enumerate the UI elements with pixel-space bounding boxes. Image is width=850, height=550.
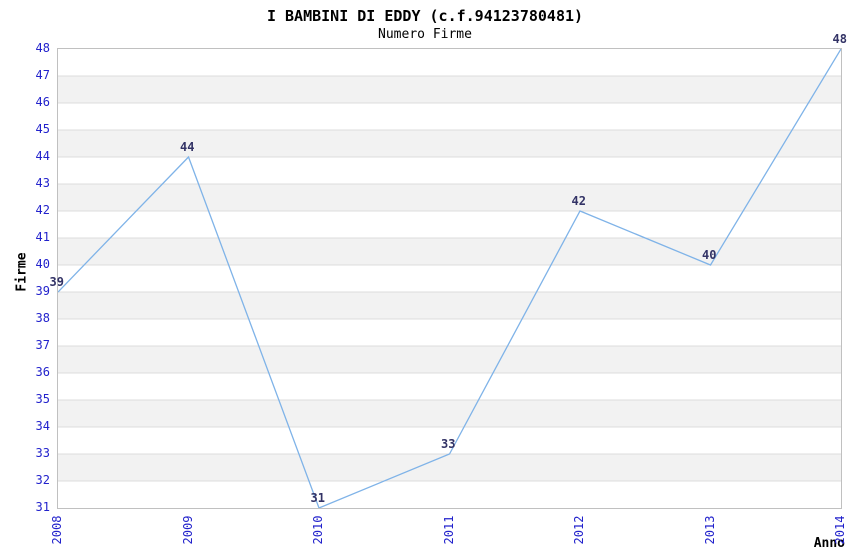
plot-band: [58, 238, 841, 265]
y-tick-label: 43: [35, 176, 50, 190]
line-series-svg: [58, 49, 841, 508]
x-axis-title: Anno: [813, 536, 845, 550]
x-tick-label: 2013: [702, 515, 717, 545]
point-value-label: 31: [310, 491, 325, 505]
point-value-label: 39: [49, 275, 64, 289]
plot-band: [58, 265, 841, 292]
point-value-label: 40: [702, 248, 717, 262]
x-tick-label: 2012: [572, 515, 586, 545]
y-tick-label: 31: [35, 500, 50, 514]
y-tick-label: 46: [35, 95, 50, 109]
plot-band: [58, 454, 841, 481]
y-tick-label: 47: [35, 68, 50, 82]
plot-band: [58, 319, 841, 346]
x-tick-label: 2010: [311, 515, 325, 545]
point-value-label: 44: [180, 140, 195, 154]
chart-title: I BAMBINI DI EDDY (c.f.94123780481): [266, 7, 584, 25]
y-tick-label: 41: [35, 230, 50, 244]
chart-subtitle: Numero Firme: [378, 27, 472, 42]
y-tick-label: 48: [35, 41, 50, 55]
plot-band: [58, 481, 841, 508]
y-tick-label: 36: [35, 365, 50, 379]
plot-band: [58, 130, 841, 157]
x-tick-label: 2011: [441, 515, 456, 545]
y-tick-label: 34: [35, 419, 50, 433]
x-tick-label: 2014: [833, 515, 847, 545]
plot-band: [58, 400, 841, 427]
point-value-label: 42: [571, 194, 586, 208]
plot-band: [58, 211, 841, 238]
plot-band: [58, 373, 841, 400]
plot-band: [58, 346, 841, 373]
plot-band: [58, 76, 841, 103]
plot-band: [58, 427, 841, 454]
x-tick-label: 2009: [180, 515, 195, 545]
plot-band: [58, 103, 841, 130]
plot-area: [57, 48, 842, 509]
y-tick-label: 37: [35, 338, 50, 352]
plot-band: [58, 292, 841, 319]
y-tick-label: 39: [35, 284, 50, 298]
y-tick-label: 32: [35, 473, 50, 487]
y-tick-label: 44: [35, 149, 50, 163]
point-value-label: 33: [441, 437, 456, 451]
x-tick-label: 2008: [50, 515, 64, 545]
plot-band: [58, 157, 841, 184]
data-line: [58, 49, 841, 508]
plot-band: [58, 184, 841, 211]
point-value-label: 48: [832, 32, 847, 46]
y-tick-label: 42: [35, 203, 50, 217]
y-tick-label: 45: [35, 122, 50, 136]
y-tick-label: 33: [35, 446, 50, 460]
plot-band: [58, 49, 841, 76]
y-tick-label: 38: [35, 311, 50, 325]
y-tick-label: 35: [35, 392, 50, 406]
y-tick-label: 40: [35, 257, 50, 271]
